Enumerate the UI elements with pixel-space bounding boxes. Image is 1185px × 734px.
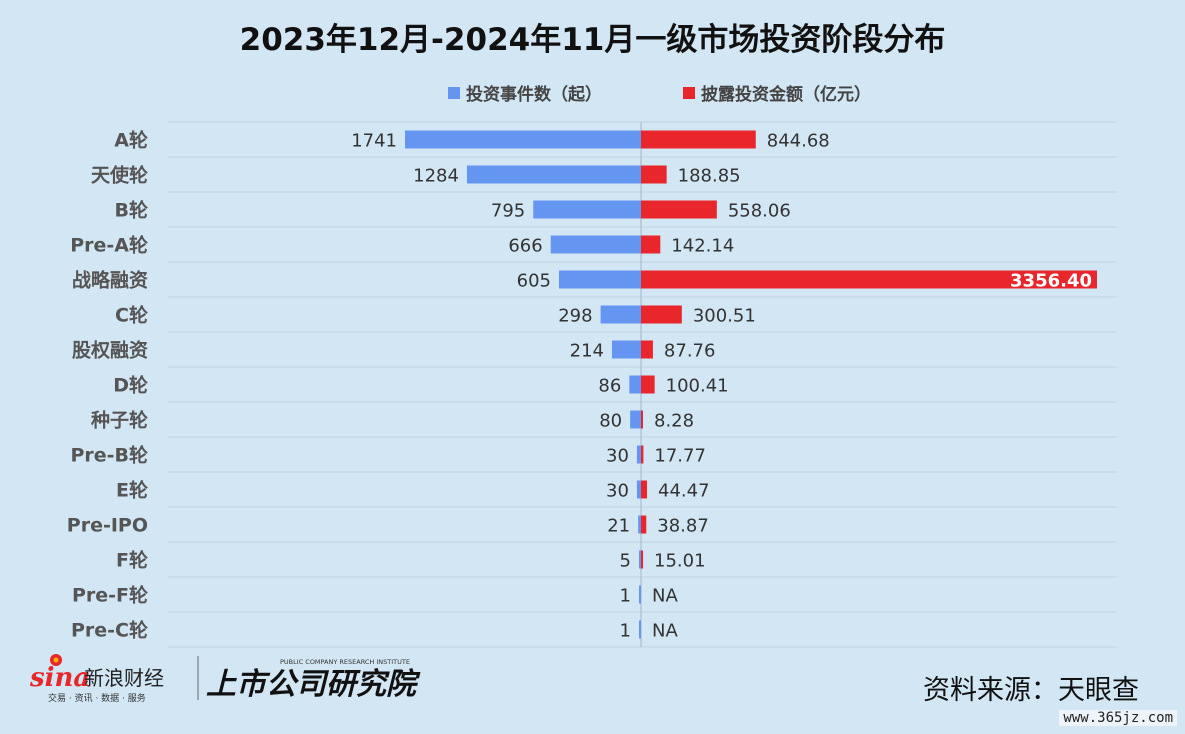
category-label: Pre-B轮 <box>70 444 148 467</box>
bar-amount <box>641 305 682 324</box>
legend-item-amount: 披露投资金额（亿元） <box>683 80 871 105</box>
data-label-count: 214 <box>570 341 604 362</box>
source-note: 资料来源：天眼查 <box>923 675 1139 706</box>
category-label: 天使轮 <box>91 164 148 187</box>
data-label-count: 1741 <box>351 131 397 152</box>
category-label: 种子轮 <box>90 409 148 432</box>
data-label-count: 30 <box>606 481 629 502</box>
bar-chart: A轮 1741 844.68 天使轮 1284 188.85 B轮 795 558.06 Pre-… <box>67 121 1117 648</box>
bar-count <box>533 200 641 219</box>
category-label: Pre-F轮 <box>72 584 148 607</box>
bar-count <box>466 165 641 184</box>
data-label-count: 298 <box>558 306 592 327</box>
bar-amount <box>641 375 655 394</box>
bar-amount <box>641 515 647 534</box>
legend-item-count: 投资事件数（起） <box>448 80 602 105</box>
footer-logos: sina 新浪财经 交易 · 资讯 · 数据 · 服务 PUBLIC COMPA… <box>30 654 421 704</box>
data-label-amount: 100.41 <box>666 376 729 397</box>
category-label: F轮 <box>116 549 148 572</box>
bar-count <box>636 480 641 499</box>
institute-en: PUBLIC COMPANY RESEARCH INSTITUTE <box>280 658 410 666</box>
data-label-amount: 844.68 <box>767 131 830 152</box>
bar-amount <box>641 550 644 569</box>
data-label-amount: 3356.40 <box>1010 271 1092 292</box>
bar-count <box>550 235 641 254</box>
bar-count <box>405 130 641 149</box>
data-label-amount: 300.51 <box>693 306 756 327</box>
data-label-count: 5 <box>620 551 631 572</box>
bar-amount <box>641 200 717 219</box>
legend-swatch-red <box>683 86 695 99</box>
data-label-count: 80 <box>599 411 622 432</box>
data-label-amount: NA <box>652 621 678 642</box>
legend-swatch-blue <box>448 86 460 99</box>
data-label-amount: 17.77 <box>654 446 706 467</box>
bar-amount <box>641 235 661 254</box>
sina-wordmark: sina <box>30 663 90 693</box>
legend-label-count: 投资事件数（起） <box>466 85 602 105</box>
data-label-amount: 142.14 <box>671 236 734 257</box>
data-label-amount: NA <box>652 586 678 607</box>
bar-amount <box>641 410 643 429</box>
bar-count <box>638 515 641 534</box>
sina-tagline: 交易 · 资讯 · 数据 · 服务 <box>48 692 146 704</box>
bar-amount <box>641 270 1097 289</box>
bar-count <box>636 445 641 464</box>
category-label: D轮 <box>113 374 148 397</box>
data-label-amount: 15.01 <box>654 551 706 572</box>
data-label-amount: 558.06 <box>728 201 791 222</box>
bar-count <box>639 550 641 569</box>
category-label: Pre-IPO <box>67 515 148 537</box>
bar-count <box>600 305 641 324</box>
bar-count <box>630 410 641 429</box>
bar-amount <box>641 165 667 184</box>
category-label: 股权融资 <box>72 339 148 362</box>
category-label: E轮 <box>116 479 148 502</box>
bar-count <box>629 375 641 394</box>
bar-count <box>639 585 641 604</box>
data-label-count: 21 <box>607 516 630 537</box>
data-label-amount: 87.76 <box>664 341 716 362</box>
legend: 投资事件数（起） 披露投资金额（亿元） <box>0 80 1185 105</box>
category-label: Pre-C轮 <box>71 619 148 642</box>
data-label-count: 30 <box>606 446 629 467</box>
bar-amount <box>641 340 653 359</box>
bar-count <box>611 340 641 359</box>
bar-amount <box>641 445 644 464</box>
data-label-count: 1284 <box>413 166 459 187</box>
institute-logo: PUBLIC COMPANY RESEARCH INSTITUTE 上市公司研究… <box>206 658 421 702</box>
legend-label-amount: 披露投资金额（亿元） <box>701 85 871 105</box>
chart-title: 2023年12月-2024年11月一级市场投资阶段分布 <box>239 22 946 58</box>
institute-cn: 上市公司研究院 <box>206 667 421 702</box>
category-label: 战略融资 <box>72 269 148 292</box>
watermark: www.365jz.com <box>1059 710 1177 726</box>
category-label: B轮 <box>115 199 148 222</box>
data-label-amount: 38.87 <box>657 516 709 537</box>
data-label-count: 1 <box>620 586 631 607</box>
data-label-amount: 188.85 <box>678 166 741 187</box>
data-label-amount: 8.28 <box>654 411 694 432</box>
bar-count <box>558 270 641 289</box>
category-label: C轮 <box>115 304 148 327</box>
data-label-count: 86 <box>598 376 621 397</box>
sina-logo: sina 新浪财经 交易 · 资讯 · 数据 · 服务 <box>30 654 164 704</box>
data-label-count: 666 <box>508 236 542 257</box>
bar-amount <box>641 480 648 499</box>
data-label-amount: 44.47 <box>658 481 710 502</box>
bar-count <box>639 620 641 639</box>
category-label: Pre-A轮 <box>70 234 148 257</box>
data-label-count: 1 <box>620 621 631 642</box>
data-label-count: 605 <box>517 271 551 292</box>
category-label: A轮 <box>114 129 148 152</box>
data-label-count: 795 <box>491 201 525 222</box>
bar-amount <box>641 130 756 149</box>
sina-brand-text: 新浪财经 <box>84 666 164 690</box>
